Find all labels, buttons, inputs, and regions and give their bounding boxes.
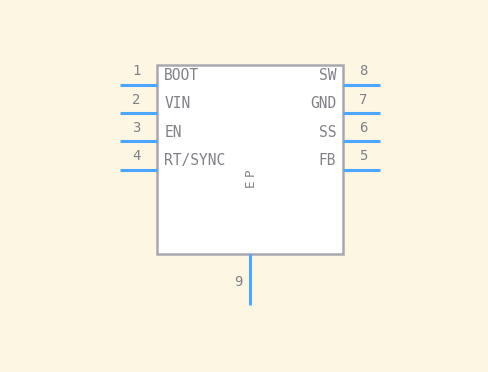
Text: 6: 6 (360, 121, 368, 135)
Text: EN: EN (164, 125, 182, 140)
Text: 2: 2 (132, 93, 141, 107)
Text: SS: SS (319, 125, 336, 140)
Text: 9: 9 (235, 275, 243, 289)
Text: P: P (244, 168, 257, 176)
Text: RT/SYNC: RT/SYNC (164, 153, 225, 168)
Text: GND: GND (310, 96, 336, 112)
Text: 5: 5 (360, 149, 368, 163)
Text: 1: 1 (132, 64, 141, 78)
Text: VIN: VIN (164, 96, 190, 112)
Text: FB: FB (319, 153, 336, 168)
Text: 4: 4 (132, 149, 141, 163)
Text: 3: 3 (132, 121, 141, 135)
Text: SW: SW (319, 68, 336, 83)
Bar (157, 65, 343, 254)
Text: 7: 7 (360, 93, 368, 107)
Text: E: E (244, 180, 257, 187)
Text: 8: 8 (360, 64, 368, 78)
Text: BOOT: BOOT (164, 68, 199, 83)
